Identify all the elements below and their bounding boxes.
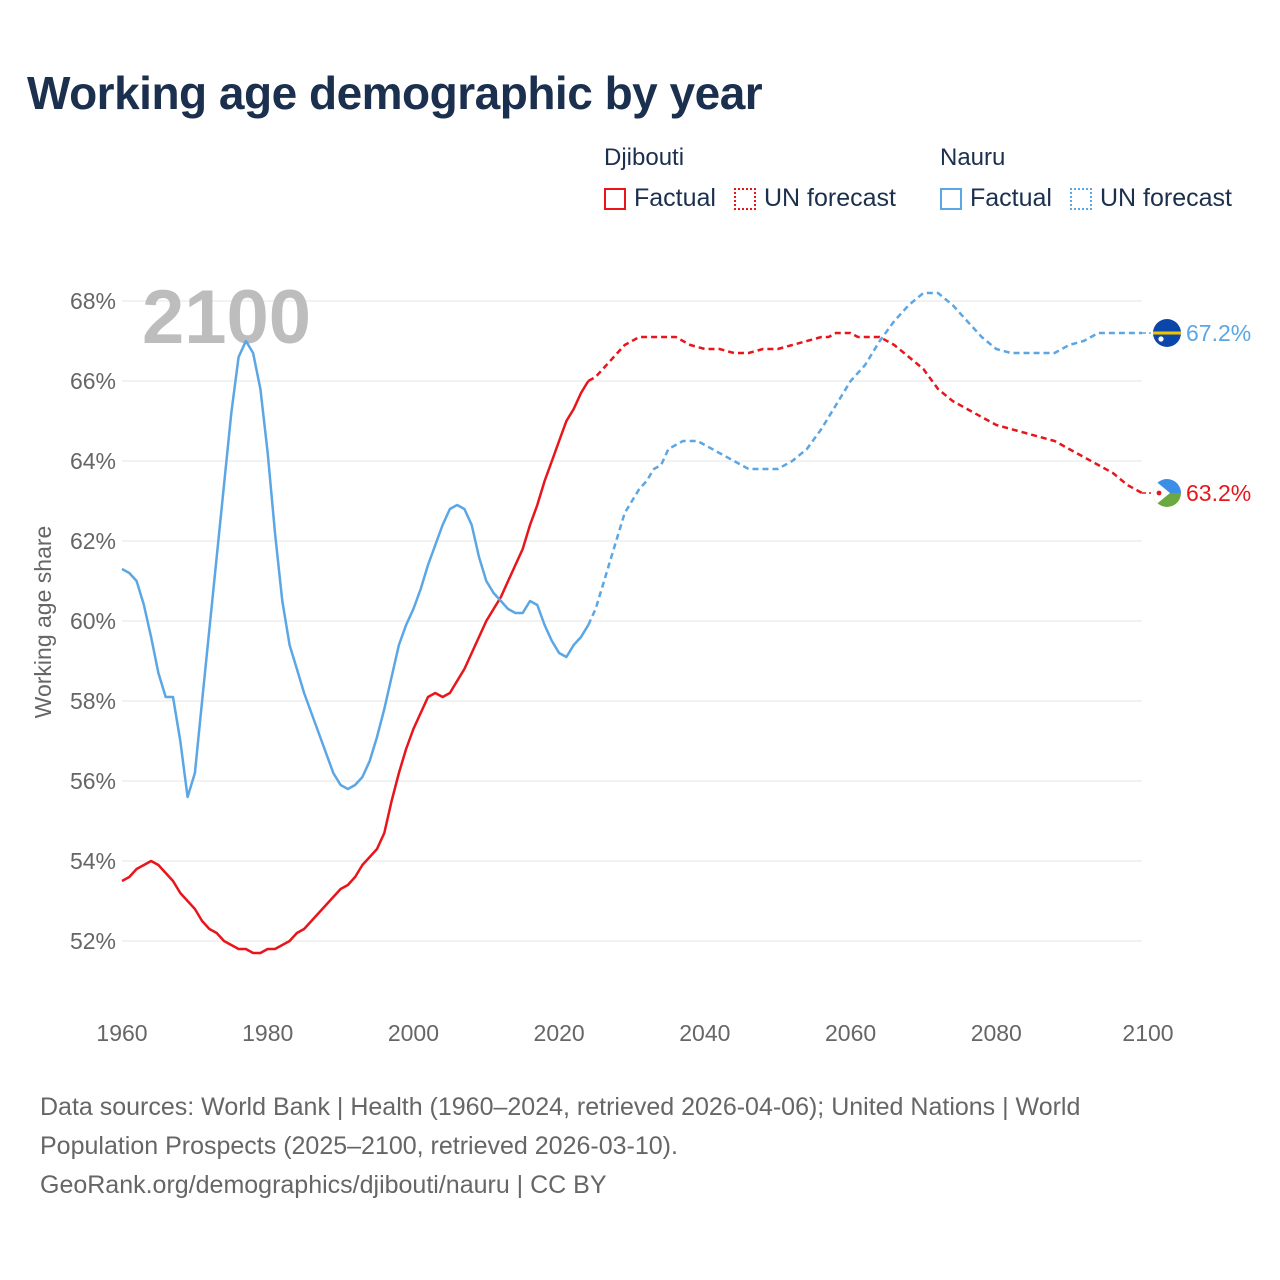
year-watermark: 2100 — [142, 275, 311, 360]
line-chart: 2100 52% 54% 56% 58% 60% 62% 64% 66% 68% 1960 198… — [30, 275, 1251, 1046]
legend-nauru: Nauru Factual UN forecast — [940, 142, 1232, 213]
series-nauru-forecast[interactable] — [587, 291, 1142, 626]
x-tick-label: 2020 — [534, 1020, 585, 1046]
legend-djibouti: Djibouti Factual UN forecast — [604, 142, 896, 213]
footer: Data sources: World Bank | Health (1960–… — [40, 1088, 1240, 1205]
y-tick-label: 66% — [70, 368, 116, 394]
x-tick-label: 2080 — [971, 1020, 1022, 1046]
legend-label: Factual — [970, 184, 1052, 212]
y-tick-label: 56% — [70, 768, 116, 794]
legend-djibouti-forecast[interactable]: UN forecast — [733, 184, 896, 213]
series-endpoints: 63.2% 67.2% — [1142, 319, 1251, 507]
x-tick-label: 2000 — [388, 1020, 439, 1046]
end-value-label-djibouti: 63.2% — [1186, 480, 1251, 506]
x-tick-label: 2060 — [825, 1020, 876, 1046]
end-value-label-nauru: 67.2% — [1186, 320, 1251, 346]
y-tick-label: 64% — [70, 448, 116, 474]
y-axis-tick-labels: 52% 54% 56% 58% 60% 62% 64% 66% 68% — [70, 288, 116, 954]
series-nauru-factual[interactable] — [121, 339, 590, 799]
series-lines — [121, 291, 1143, 955]
legend-nauru-forecast[interactable]: UN forecast — [1069, 184, 1232, 213]
y-tick-label: 54% — [70, 848, 116, 874]
footer-sources-line-1: Data sources: World Bank | Health (1960–… — [40, 1093, 1081, 1121]
grid-lines — [122, 300, 1142, 942]
legend-nauru-factual[interactable]: Factual — [940, 184, 1052, 213]
legend-swatch-solid — [940, 187, 962, 210]
y-axis-label: Working age share — [30, 526, 56, 719]
series-djibouti-factual[interactable] — [121, 380, 590, 955]
x-tick-label: 1980 — [242, 1020, 293, 1046]
footer-sources-line-2: Population Prospects (2025–2100, retriev… — [40, 1132, 678, 1160]
footer-attribution: GeoRank.org/demographics/djibouti/nauru … — [40, 1171, 607, 1199]
x-axis-tick-labels: 1960 1980 2000 2020 2040 2060 2080 2100 — [96, 1020, 1173, 1046]
series-djibouti-forecast[interactable] — [587, 331, 1143, 495]
y-tick-label: 58% — [70, 688, 116, 714]
x-tick-label: 2040 — [679, 1020, 730, 1046]
flag-nauru-icon — [1153, 319, 1181, 347]
legend-djibouti-factual[interactable]: Factual — [604, 184, 716, 213]
legend-label: UN forecast — [763, 184, 896, 212]
legend-swatch-dotted — [733, 187, 756, 210]
x-tick-label: 2100 — [1122, 1020, 1173, 1046]
y-tick-label: 68% — [70, 288, 116, 314]
flag-djibouti-icon — [1153, 479, 1181, 507]
legend-swatch-solid — [604, 187, 626, 210]
legend-label: Factual — [634, 184, 716, 212]
chart-title: Working age demographic by year — [27, 67, 763, 119]
legend-swatch-dotted — [1069, 187, 1092, 210]
legend-label: UN forecast — [1099, 184, 1232, 212]
y-tick-label: 52% — [70, 928, 116, 954]
legend-country-nauru: Nauru — [940, 144, 1006, 171]
y-tick-label: 60% — [70, 608, 116, 634]
legend-country-djibouti: Djibouti — [604, 144, 685, 171]
x-tick-label: 1960 — [96, 1020, 147, 1046]
y-tick-label: 62% — [70, 528, 116, 554]
